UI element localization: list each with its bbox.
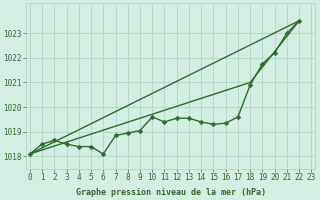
X-axis label: Graphe pression niveau de la mer (hPa): Graphe pression niveau de la mer (hPa) (76, 188, 266, 197)
